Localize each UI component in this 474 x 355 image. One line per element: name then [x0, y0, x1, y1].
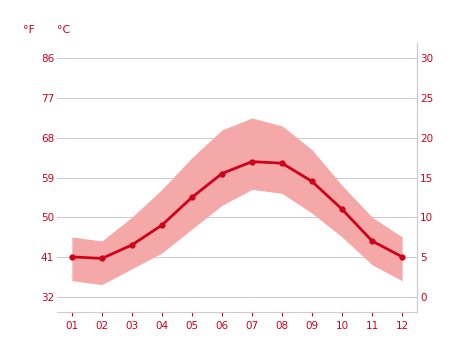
- Text: °C: °C: [57, 24, 70, 34]
- Text: °F: °F: [23, 24, 35, 34]
